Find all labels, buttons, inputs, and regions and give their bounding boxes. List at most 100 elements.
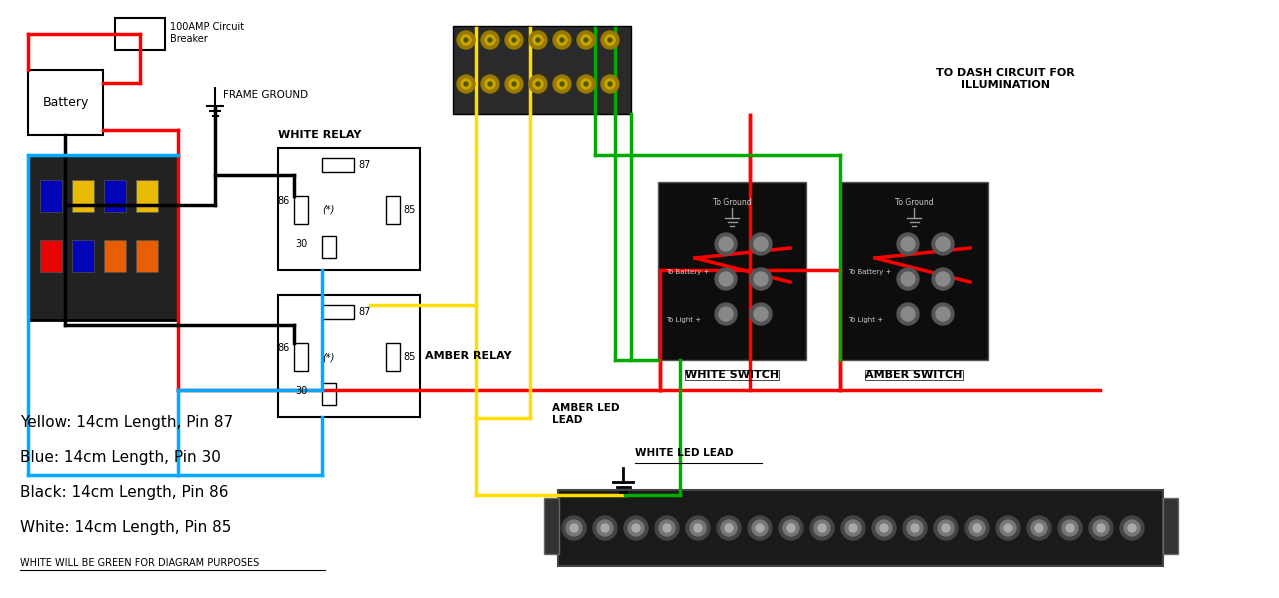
Text: AMBER SWITCH: AMBER SWITCH xyxy=(866,370,963,380)
Circle shape xyxy=(936,307,950,321)
Circle shape xyxy=(536,38,540,42)
Circle shape xyxy=(485,79,495,89)
Bar xyxy=(1163,498,1178,554)
Text: AMBER RELAY: AMBER RELAY xyxy=(425,351,512,361)
Circle shape xyxy=(1124,520,1140,536)
Text: 85: 85 xyxy=(403,352,416,362)
Circle shape xyxy=(601,75,619,93)
Circle shape xyxy=(460,35,471,45)
Circle shape xyxy=(996,516,1019,540)
Circle shape xyxy=(752,520,767,536)
Text: 86: 86 xyxy=(278,196,290,206)
Circle shape xyxy=(969,520,985,536)
Bar xyxy=(544,498,559,554)
Circle shape xyxy=(663,524,671,532)
Text: 87: 87 xyxy=(358,160,371,170)
Text: 85: 85 xyxy=(403,205,416,215)
Circle shape xyxy=(457,75,475,93)
Text: WHITE RELAY: WHITE RELAY xyxy=(278,130,362,140)
Bar xyxy=(294,343,308,371)
Circle shape xyxy=(560,38,564,42)
Text: To Ground: To Ground xyxy=(712,198,751,207)
Text: AMBER LED
LEAD: AMBER LED LEAD xyxy=(553,403,619,425)
Text: Black: 14cm Length, Pin 86: Black: 14cm Length, Pin 86 xyxy=(20,485,229,500)
Circle shape xyxy=(509,79,519,89)
Circle shape xyxy=(936,272,950,286)
Text: (*): (*) xyxy=(322,352,334,362)
Circle shape xyxy=(556,79,567,89)
Circle shape xyxy=(943,524,950,532)
Circle shape xyxy=(489,82,492,86)
Circle shape xyxy=(585,38,588,42)
Circle shape xyxy=(1120,516,1143,540)
Circle shape xyxy=(581,35,591,45)
Circle shape xyxy=(605,35,615,45)
Circle shape xyxy=(718,516,741,540)
Circle shape xyxy=(593,516,616,540)
Circle shape xyxy=(897,233,920,255)
Text: (*): (*) xyxy=(322,205,334,215)
Circle shape xyxy=(907,520,923,536)
Circle shape xyxy=(597,520,613,536)
Circle shape xyxy=(719,307,733,321)
Bar xyxy=(72,240,93,272)
Circle shape xyxy=(1128,524,1136,532)
Bar xyxy=(40,240,61,272)
Circle shape xyxy=(1031,520,1048,536)
Text: To Battery +: To Battery + xyxy=(666,269,710,275)
Circle shape xyxy=(936,237,950,251)
Bar xyxy=(322,305,354,319)
Text: To Ground: To Ground xyxy=(895,198,934,207)
Circle shape xyxy=(897,268,920,290)
Circle shape xyxy=(903,516,927,540)
Bar xyxy=(294,196,308,224)
Circle shape xyxy=(485,35,495,45)
Circle shape xyxy=(1065,524,1074,532)
Circle shape xyxy=(567,520,582,536)
Circle shape xyxy=(911,524,920,532)
Circle shape xyxy=(897,303,920,325)
Circle shape xyxy=(694,524,702,532)
Circle shape xyxy=(624,516,648,540)
Circle shape xyxy=(601,31,619,49)
Circle shape xyxy=(560,82,564,86)
Circle shape xyxy=(715,303,737,325)
Circle shape xyxy=(608,38,611,42)
Circle shape xyxy=(533,79,544,89)
Circle shape xyxy=(715,268,737,290)
Bar xyxy=(278,295,420,417)
Circle shape xyxy=(689,520,706,536)
Circle shape xyxy=(530,75,547,93)
Circle shape xyxy=(934,516,958,540)
Circle shape xyxy=(755,272,767,286)
Text: To Light +: To Light + xyxy=(666,317,701,323)
Circle shape xyxy=(756,524,764,532)
Circle shape xyxy=(964,516,989,540)
Circle shape xyxy=(489,38,492,42)
Text: 30: 30 xyxy=(295,239,308,249)
Circle shape xyxy=(530,31,547,49)
Text: 86: 86 xyxy=(278,343,290,353)
Circle shape xyxy=(553,75,570,93)
Circle shape xyxy=(725,524,733,532)
Circle shape xyxy=(819,524,826,532)
Text: To Battery +: To Battery + xyxy=(848,269,891,275)
Circle shape xyxy=(932,268,954,290)
Circle shape xyxy=(1094,520,1109,536)
Circle shape xyxy=(715,233,737,255)
Circle shape xyxy=(655,516,679,540)
Bar xyxy=(40,180,61,212)
Circle shape xyxy=(755,307,767,321)
Circle shape xyxy=(876,520,891,536)
Circle shape xyxy=(553,31,570,49)
Circle shape xyxy=(749,233,773,255)
Circle shape xyxy=(605,79,615,89)
Text: TO DASH CIRCUIT FOR
ILLUMINATION: TO DASH CIRCUIT FOR ILLUMINATION xyxy=(936,68,1074,90)
Text: WHITE SWITCH: WHITE SWITCH xyxy=(686,370,779,380)
Circle shape xyxy=(457,31,475,49)
Bar xyxy=(840,182,987,360)
Text: Battery: Battery xyxy=(42,96,88,109)
Circle shape xyxy=(719,272,733,286)
Circle shape xyxy=(608,82,611,86)
Bar xyxy=(136,180,159,212)
